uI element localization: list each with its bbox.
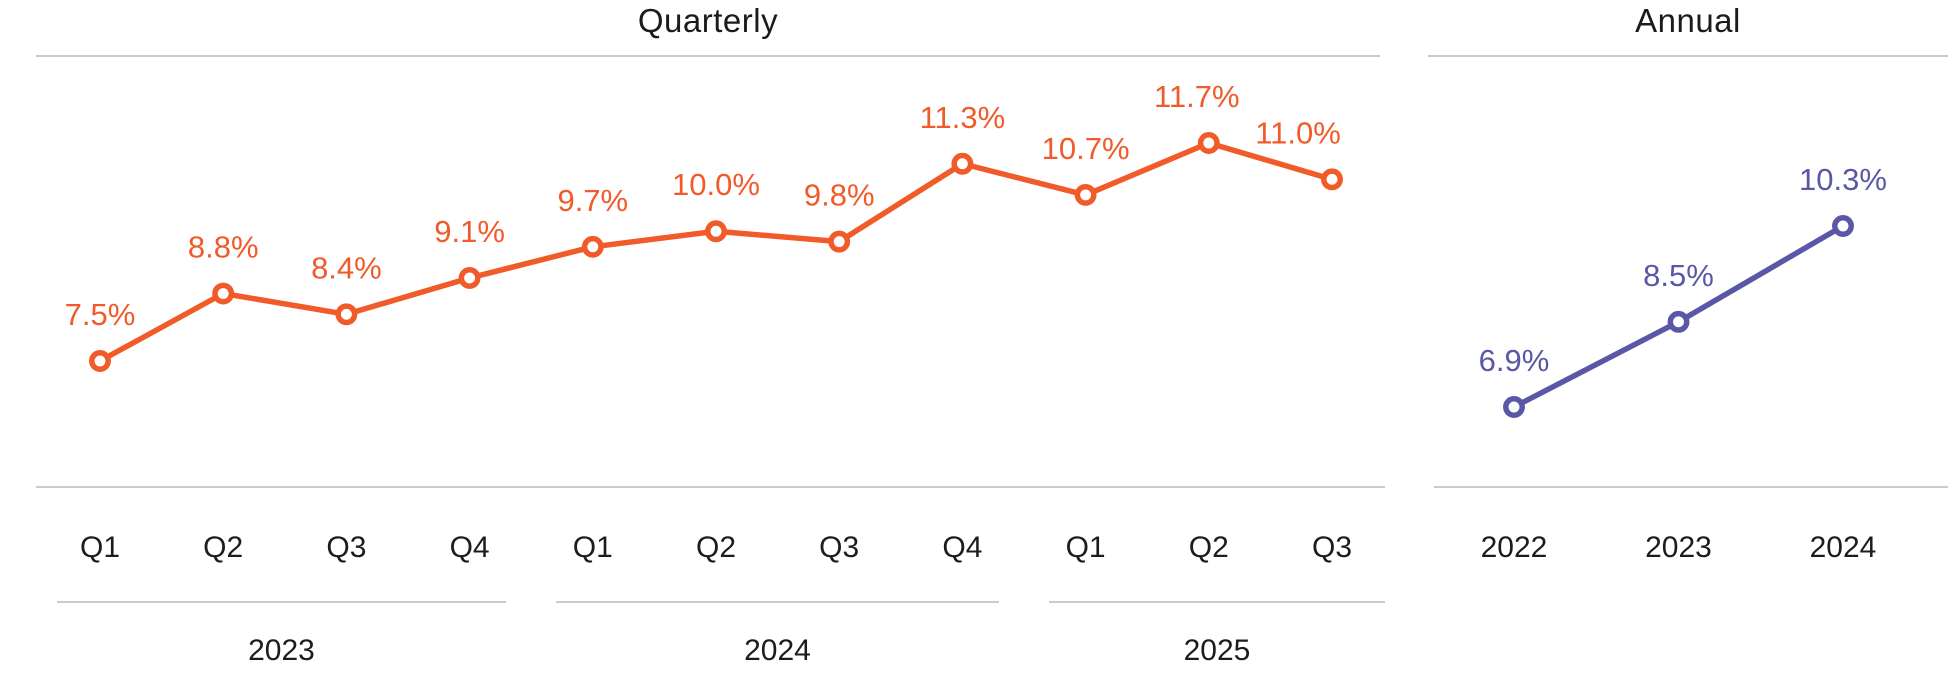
quarterly-value-label-3: 9.1% <box>434 214 505 249</box>
quarterly-x-label-0: Q1 <box>80 531 120 564</box>
quarterly-value-label-2: 8.4% <box>311 250 382 285</box>
quarterly-value-label-8: 10.7% <box>1042 131 1130 166</box>
quarterly-x-label-6: Q3 <box>819 531 859 564</box>
quarterly-x-label-8: Q1 <box>1066 531 1106 564</box>
quarterly-x-label-9: Q2 <box>1189 531 1229 564</box>
quarterly-group-label-2025: 2025 <box>1184 634 1251 667</box>
quarterly-x-label-10: Q3 <box>1312 531 1352 564</box>
quarterly-value-label-7: 11.3% <box>920 100 1006 135</box>
quarterly-point-7 <box>951 152 974 175</box>
quarterly-value-label-4: 9.7% <box>557 183 628 218</box>
annual-x-label-0: 2022 <box>1481 531 1548 564</box>
quarterly-point-8 <box>1074 183 1097 206</box>
quarterly-x-label-2: Q3 <box>326 531 366 564</box>
quarterly-point-2 <box>335 303 358 326</box>
quarterly-point-10 <box>1321 168 1343 191</box>
annual-point-0 <box>1503 396 1525 418</box>
annual-chart-title: Annual <box>1635 2 1741 39</box>
quarterly-value-label-6: 9.8% <box>804 178 875 213</box>
quarterly-value-label-9: 11.7% <box>1154 79 1240 114</box>
quarterly-point-5 <box>705 220 727 243</box>
quarterly-point-3 <box>458 267 481 289</box>
annual-value-label-0: 6.9% <box>1479 343 1550 378</box>
quarterly-value-label-1: 8.8% <box>188 230 259 265</box>
annual-point-1 <box>1667 310 1690 333</box>
quarterly-point-4 <box>581 235 604 258</box>
annual-x-label-1: 2023 <box>1645 531 1712 564</box>
annual-value-label-2: 10.3% <box>1799 162 1887 197</box>
quarterly-group-label-2024: 2024 <box>744 634 811 667</box>
quarterly-group-label-2023: 2023 <box>248 634 315 667</box>
quarterly-point-6 <box>828 230 851 253</box>
quarterly-x-label-3: Q4 <box>450 531 490 564</box>
quarterly-x-label-4: Q1 <box>573 531 613 564</box>
annual-value-label-1: 8.5% <box>1643 258 1714 293</box>
annual-x-label-2: 2024 <box>1810 531 1877 564</box>
quarterly-point-9 <box>1197 132 1220 154</box>
quarterly-value-label-10: 11.0% <box>1255 115 1341 150</box>
quarterly-value-label-5: 10.0% <box>672 167 760 202</box>
quarterly-x-label-1: Q2 <box>203 531 243 564</box>
quarterly-value-label-0: 7.5% <box>65 297 136 332</box>
quarterly-chart-title: Quarterly <box>637 2 779 39</box>
quarterly-point-0 <box>89 350 111 372</box>
quarterly-x-label-7: Q4 <box>942 531 982 564</box>
quarterly-x-label-5: Q2 <box>696 531 736 564</box>
quarterly-point-1 <box>212 282 235 305</box>
annual-point-2 <box>1832 215 1854 237</box>
